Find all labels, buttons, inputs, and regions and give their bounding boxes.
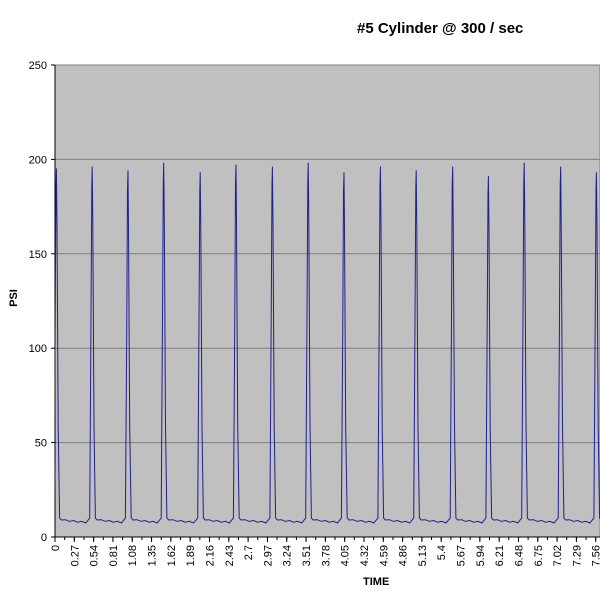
x-tick-label: 1.62 (166, 545, 178, 566)
peak-point (523, 162, 525, 164)
x-tick-label: 5.13 (417, 545, 429, 566)
x-tick-label: 4.86 (398, 545, 410, 566)
y-tick-label: 150 (29, 249, 47, 261)
x-tick-label: 5.4 (436, 545, 448, 560)
peak-point (343, 172, 345, 174)
x-tick-label: 4.32 (359, 545, 371, 566)
x-tick-label: 0.81 (108, 545, 120, 566)
series-line (55, 163, 600, 524)
y-tick-label: 250 (29, 60, 47, 72)
x-tick-label: 3.51 (301, 545, 313, 566)
peak-point (235, 164, 237, 166)
x-tick-label: 0 (50, 545, 62, 551)
x-tick-label: 5.94 (475, 545, 487, 566)
peak-point (271, 166, 273, 168)
peak-point (379, 166, 381, 168)
chart-title: #5 Cylinder @ 300 / sec (357, 20, 524, 37)
x-tick-label: 2.16 (204, 545, 216, 566)
x-tick-label: 6.75 (533, 545, 545, 566)
x-tick-label: 3.78 (320, 545, 332, 566)
peak-point (55, 168, 57, 170)
x-tick-label: 6.21 (494, 545, 506, 566)
x-tick-label: 2.97 (262, 545, 274, 566)
x-tick-label: 7.02 (552, 545, 564, 566)
y-tick-label: 100 (29, 343, 47, 355)
x-tick-label: 1.89 (185, 545, 197, 566)
peak-point (91, 166, 93, 168)
x-tick-label: 0.54 (89, 545, 101, 566)
x-tick-label: 0.27 (69, 545, 81, 566)
peak-point (595, 172, 597, 174)
plot-background (54, 64, 600, 538)
peak-point (199, 172, 201, 174)
x-tick-label: 4.05 (340, 545, 352, 566)
x-tick-label: 4.59 (378, 545, 390, 566)
peak-point (487, 175, 489, 177)
x-tick-label: 2.43 (224, 545, 236, 566)
peak-point (163, 162, 165, 164)
peak-point (452, 166, 454, 168)
x-tick-label: 1.08 (127, 545, 139, 566)
peak-point (560, 166, 562, 168)
peak-point (127, 170, 129, 172)
x-tick-label: 5.67 (456, 545, 468, 566)
peak-point (307, 162, 309, 164)
y-tick-label: 200 (29, 154, 47, 166)
x-tick-label: 3.24 (282, 545, 294, 566)
x-tick-label: 6.48 (513, 545, 525, 566)
x-tick-label: 1.35 (147, 545, 159, 566)
x-tick-label: 2.7 (243, 545, 255, 560)
x-tick-label: 7.29 (571, 545, 583, 566)
y-tick-label: 50 (35, 438, 47, 450)
x-tick-label: 7.56 (591, 545, 600, 566)
peak-point (415, 170, 417, 172)
y-tick-label: 0 (41, 532, 47, 544)
x-axis-label: TIME (363, 576, 390, 588)
